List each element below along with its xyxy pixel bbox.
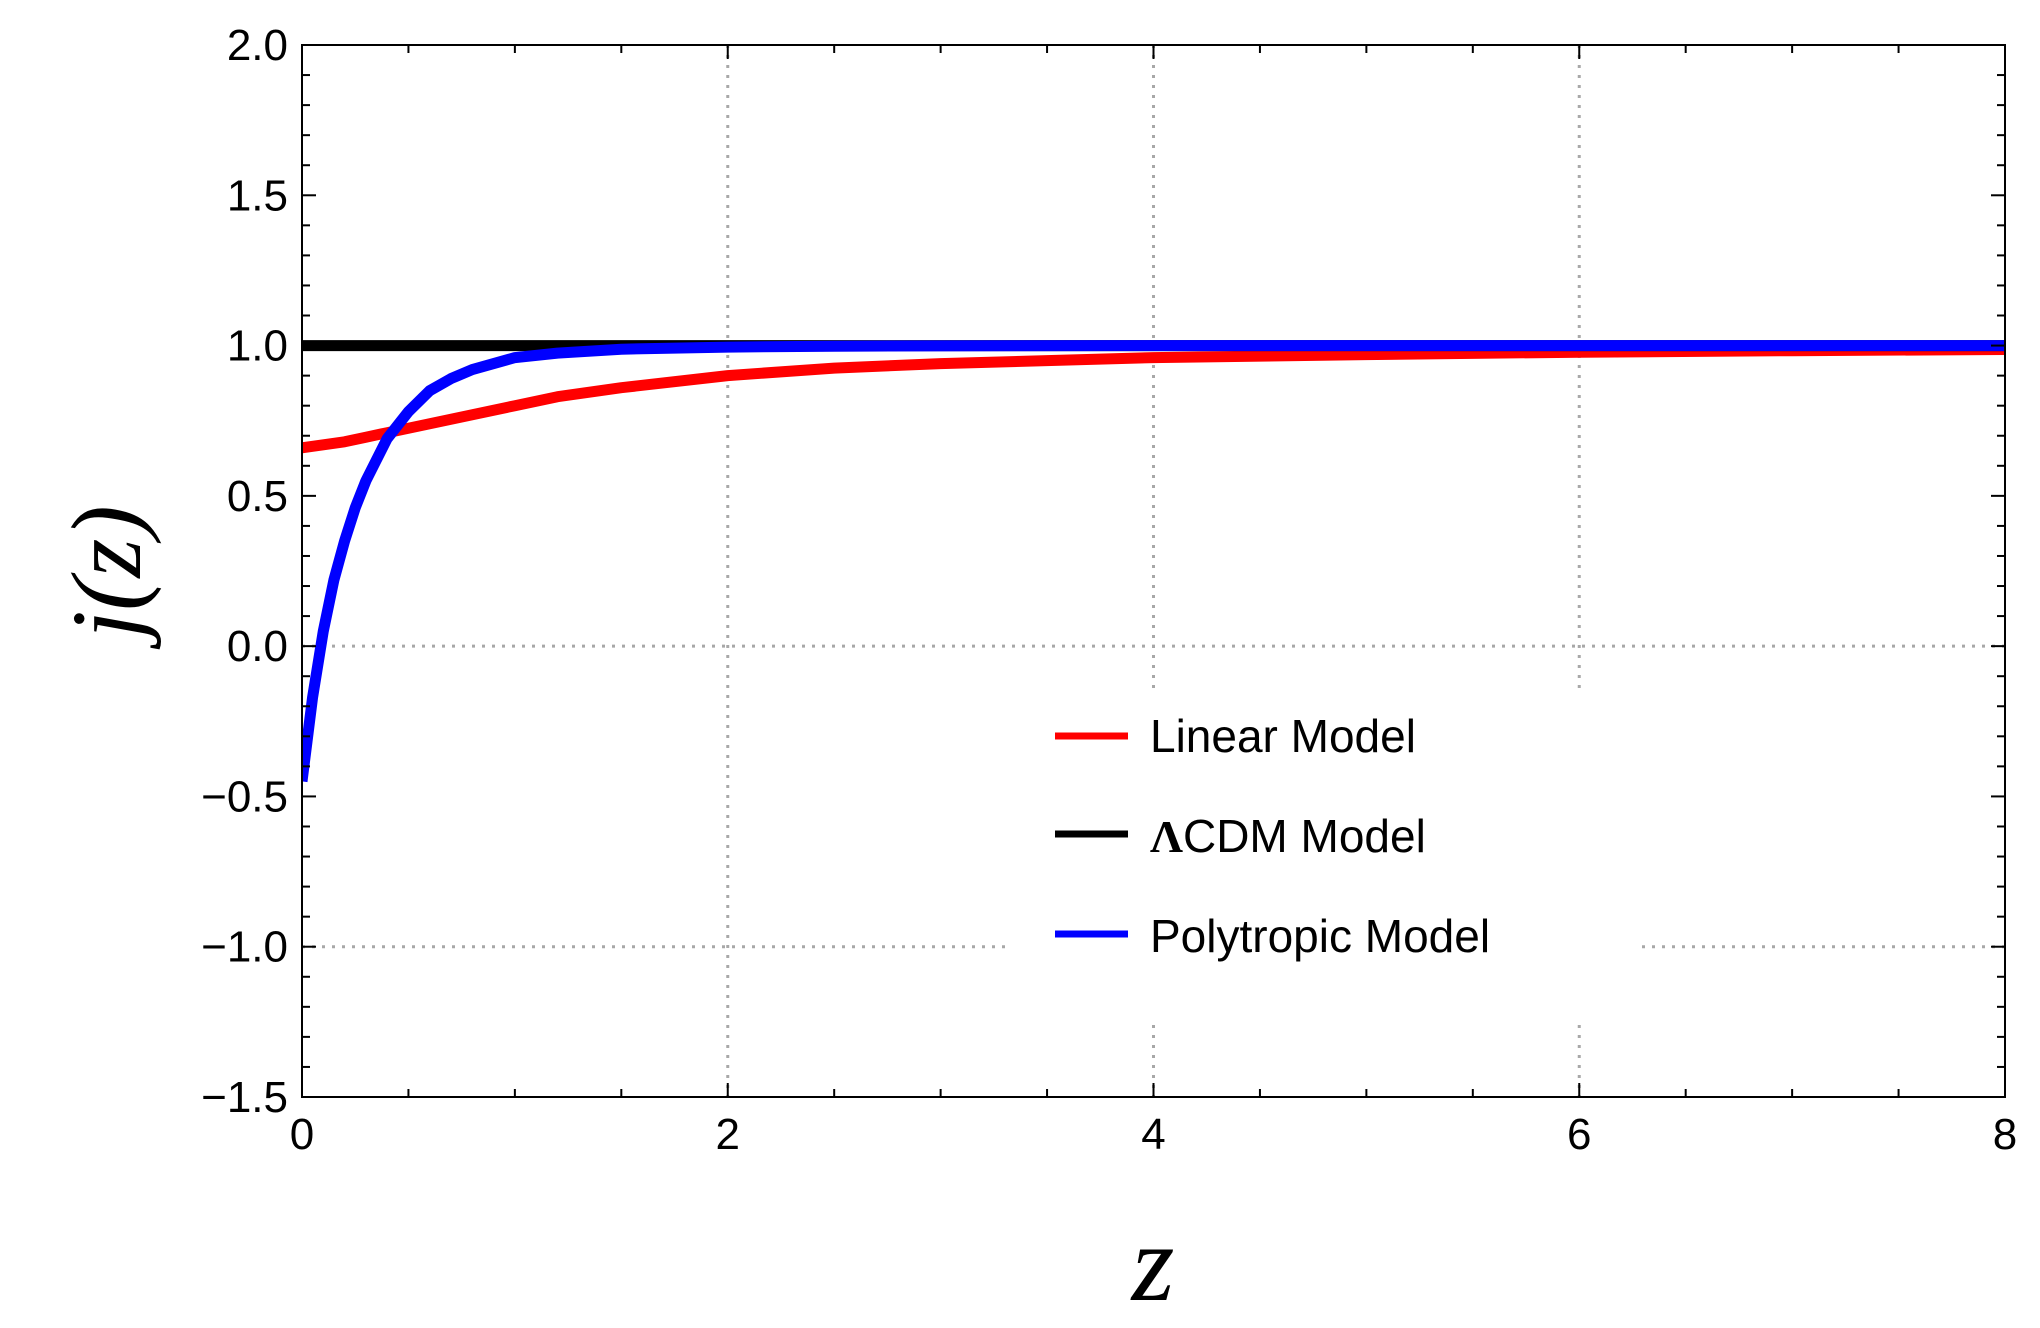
- x-tick-label: 6: [1567, 1110, 1591, 1159]
- legend-backdrop: [1010, 690, 1635, 1020]
- axis-ticks: [301, 44, 2006, 1098]
- y-tick-label: −1.5: [201, 1073, 288, 1122]
- x-tick-label: 4: [1141, 1110, 1165, 1159]
- y-tick-label: 1.0: [227, 322, 288, 371]
- legend-label-linear: Linear Model: [1150, 710, 1416, 762]
- x-tick-label: 8: [1993, 1110, 2017, 1159]
- y-tick-label: −1.0: [201, 923, 288, 972]
- y-tick-label: 0.5: [227, 472, 288, 521]
- legend-item-linear: Linear Model: [1055, 710, 1416, 762]
- series-line-0: [302, 344, 2005, 454]
- series-line-2: [302, 340, 2005, 783]
- legend-item-lcdm: ΛCDM Model: [1055, 810, 1426, 862]
- legend-label-polytropic: Polytropic Model: [1150, 910, 1490, 962]
- legend-item-polytropic: Polytropic Model: [1055, 910, 1490, 962]
- tick-labels: 0 2 4 6 8 −1.5 −1.0 −0.5 0.0 0.5 1.0 1.5 2.0: [201, 21, 2017, 1159]
- y-axis-title: j(z): [51, 505, 162, 649]
- x-tick-label: 2: [716, 1110, 740, 1159]
- legend-label-lcdm: ΛCDM Model: [1150, 810, 1426, 862]
- x-tick-label: 0: [290, 1110, 314, 1159]
- y-tick-label: −0.5: [201, 772, 288, 821]
- legend-lambda-glyph: Λ: [1150, 811, 1183, 862]
- y-tick-label: 0.0: [227, 622, 288, 671]
- x-axis-title: z: [1130, 1202, 1175, 1324]
- legend-background: [1010, 690, 1635, 1020]
- legend: Linear Model ΛCDM Model Polytropic Model: [1055, 710, 1490, 962]
- y-tick-label: 2.0: [227, 21, 288, 70]
- legend-lcdm-suffix: CDM Model: [1183, 810, 1426, 862]
- y-tick-label: 1.5: [227, 171, 288, 220]
- series-lines: [302, 340, 2005, 783]
